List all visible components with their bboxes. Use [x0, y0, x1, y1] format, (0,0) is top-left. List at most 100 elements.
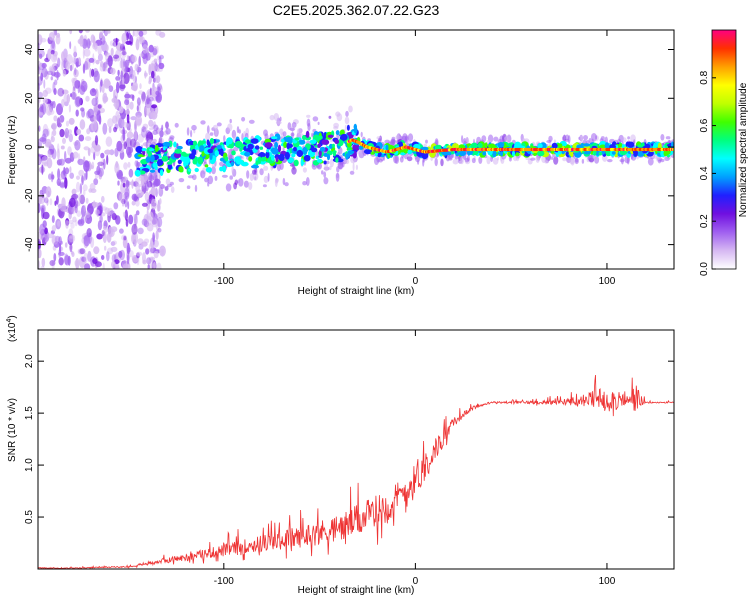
- spectrogram-cell: [155, 75, 161, 84]
- colorbar-ticks: 0.0 0.2 0.4 0.6 0.8: [699, 70, 716, 276]
- spectrogram-cell: [41, 62, 47, 69]
- spectrogram-cell: [75, 57, 79, 68]
- spectrogram-cell: [51, 131, 54, 141]
- spectrogram-cell: [63, 94, 68, 105]
- spectrogram-y-tick-label: 20: [24, 92, 35, 104]
- spectrogram-cell: [663, 150, 668, 157]
- spectrogram-cell: [75, 96, 82, 107]
- spectrogram-cell: [110, 67, 116, 75]
- spectrogram-cell: [93, 144, 101, 152]
- spectrogram-cell: [284, 151, 290, 160]
- spectrogram-cell: [293, 147, 297, 152]
- spectrogram-cell: [140, 36, 145, 43]
- spectrogram-cell: [219, 161, 224, 167]
- spectrogram-cell: [251, 164, 259, 169]
- spectrogram-cell: [127, 201, 130, 210]
- spectrogram-cell: [455, 152, 459, 157]
- spectrogram-cells: [38, 30, 674, 269]
- spectrogram-cell: [264, 142, 273, 148]
- spectrogram-cell: [315, 155, 319, 160]
- spectrogram-cell: [370, 151, 375, 155]
- spectrogram-cell: [85, 214, 93, 224]
- spectrogram-cell: [39, 137, 47, 142]
- colorbar-label: Normalized spectral amplitude: [738, 82, 749, 217]
- spectrogram-cell: [81, 205, 86, 218]
- spectrogram-cell: [323, 177, 329, 185]
- snr-y-tick-label: 1.0: [24, 458, 35, 472]
- spectrogram-cell: [289, 127, 295, 131]
- spectrogram-cell: [151, 63, 158, 72]
- spectrogram-cell: [514, 152, 520, 157]
- spectrogram-cell: [59, 173, 64, 181]
- spectrogram-cell: [77, 158, 85, 166]
- spectrogram-cell: [38, 66, 41, 75]
- spectrogram-cell: [302, 181, 307, 186]
- spectrogram-cell: [225, 183, 232, 192]
- spectrogram-cell: [44, 103, 51, 108]
- spectrogram-cell: [151, 104, 158, 109]
- spectrogram-cell: [41, 105, 44, 110]
- spectrogram-cell: [123, 141, 127, 150]
- spectrogram-cell: [69, 30, 73, 35]
- spectrogram-cell: [340, 133, 348, 141]
- spectrogram-cell: [345, 159, 350, 165]
- spectrogram-cell: [125, 179, 130, 188]
- spectrogram-cell: [262, 184, 267, 188]
- spectrogram-cell: [257, 156, 262, 164]
- spectrogram-cell: [62, 69, 67, 77]
- spectrogram-cell: [285, 136, 292, 143]
- spectrogram-cell: [264, 133, 269, 141]
- spectrogram-cell: [72, 216, 77, 223]
- spectrogram-cell: [238, 129, 241, 134]
- spectrogram-cell: [231, 150, 236, 156]
- spectrogram-cell: [110, 241, 116, 247]
- spectrogram-cell: [593, 150, 597, 156]
- spectrogram-cell: [187, 175, 194, 179]
- spectrogram-cell: [107, 211, 111, 217]
- spectrogram-cell: [126, 253, 130, 265]
- spectrogram-cell: [627, 136, 630, 140]
- spectrogram-cell: [127, 161, 131, 168]
- spectrogram-cell: [186, 185, 191, 189]
- spectrogram-cell: [71, 91, 76, 100]
- spectrogram-cell: [38, 60, 42, 72]
- spectrogram-cell: [114, 147, 119, 157]
- spectrogram-cell: [68, 117, 75, 125]
- spectrogram-cell: [110, 246, 118, 252]
- spectrogram-cell: [44, 87, 52, 94]
- spectrogram-cell: [487, 143, 496, 149]
- spectrogram-cell: [50, 76, 53, 81]
- spectrogram-cell: [243, 180, 249, 188]
- spectrogram-cell: [38, 109, 41, 119]
- spectrogram-cell: [229, 175, 233, 180]
- spectrogram-cell: [244, 151, 251, 157]
- spectrogram-cell: [152, 77, 156, 83]
- spectrogram-cell: [595, 135, 598, 140]
- spectrogram-cell: [121, 51, 127, 56]
- spectrogram-cell: [138, 55, 141, 67]
- spectrogram-cell: [332, 150, 337, 154]
- spectrogram-cell: [126, 113, 130, 124]
- spectrogram-cell: [78, 193, 81, 202]
- spectrogram-cell: [139, 83, 142, 90]
- spectrogram-cell: [116, 171, 123, 178]
- spectrogram-cell: [93, 151, 96, 161]
- spectrogram-cell: [177, 159, 182, 165]
- spectrogram-cell: [89, 183, 96, 191]
- spectrogram-cell: [125, 218, 129, 227]
- spectrogram-cell: [205, 132, 211, 141]
- spectrogram-cell: [94, 174, 99, 179]
- spectrogram-cell: [46, 142, 52, 147]
- spectrogram-cell: [73, 86, 76, 91]
- spectrogram-cell: [145, 103, 152, 116]
- spectrogram-cell: [112, 41, 118, 47]
- spectrogram-cell: [113, 102, 119, 108]
- spectrogram-cell: [111, 260, 116, 269]
- spectrogram-cell: [40, 72, 44, 82]
- spectrogram-cell: [123, 72, 130, 85]
- spectrogram-cell: [87, 207, 94, 214]
- spectrogram-cell: [122, 76, 125, 85]
- spectrogram-cell: [83, 48, 91, 57]
- snr-y-tick-label: 0.5: [24, 510, 35, 524]
- spectrogram-cell: [112, 240, 117, 246]
